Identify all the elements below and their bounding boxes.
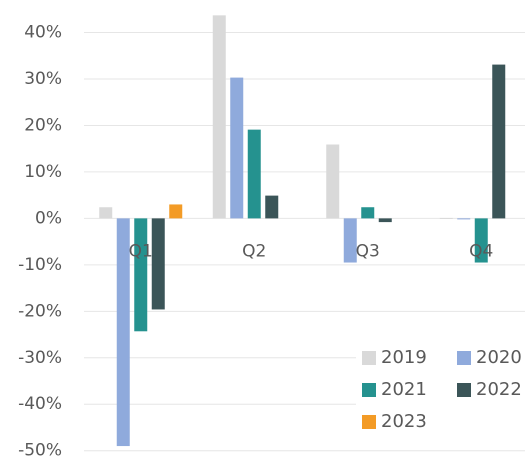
y-tick-label: -20%: [18, 301, 62, 321]
legend-box: [356, 338, 529, 438]
y-tick-label: -50%: [18, 441, 62, 460]
bar: [474, 218, 488, 263]
x-tick-label: Q2: [242, 241, 266, 261]
bar: [265, 195, 279, 219]
bar: [151, 218, 165, 310]
legend-swatch: [362, 351, 376, 365]
y-tick-label: -30%: [18, 348, 62, 368]
y-tick-label: 0%: [35, 208, 62, 228]
bar: [230, 77, 244, 219]
x-tick-label: Q4: [469, 241, 493, 261]
x-tick-label: Q1: [129, 241, 153, 261]
legend-swatch: [362, 415, 376, 429]
legend-swatch: [362, 383, 376, 397]
bar: [343, 218, 357, 263]
legend-label: 2020: [476, 347, 522, 368]
legend-label: 2022: [476, 379, 522, 400]
bar: [169, 204, 183, 219]
y-tick-label: 40%: [24, 23, 62, 43]
y-tick-label: 20%: [24, 115, 62, 135]
bar: [361, 207, 375, 219]
bars: [99, 15, 506, 447]
bar: [457, 218, 471, 220]
bar: [439, 217, 453, 219]
legend-label: 2019: [381, 347, 427, 368]
labels: 40% 30% 20% 10% 0% -10% -20% -30% -40% -50% Q1 Q2 Q3…: [18, 23, 493, 460]
legend-label: 2023: [381, 411, 427, 432]
bar: [326, 144, 340, 219]
y-tick-label: 30%: [24, 69, 62, 89]
y-tick-label: -10%: [18, 255, 62, 275]
y-tick-label: 10%: [24, 162, 62, 182]
y-tick-label: -40%: [18, 394, 62, 414]
bar: [116, 218, 130, 447]
legend-swatch: [457, 383, 471, 397]
legend-label: 2021: [381, 379, 427, 400]
bar: [99, 207, 113, 219]
legend-swatch: [457, 351, 471, 365]
bar: [247, 129, 261, 219]
bar: [378, 218, 392, 223]
bar: [492, 64, 506, 219]
bar: [134, 218, 148, 332]
x-tick-label: Q3: [356, 241, 380, 261]
legend: 2019 2020 2021 2022 2023: [356, 338, 529, 438]
bar: [212, 15, 226, 219]
